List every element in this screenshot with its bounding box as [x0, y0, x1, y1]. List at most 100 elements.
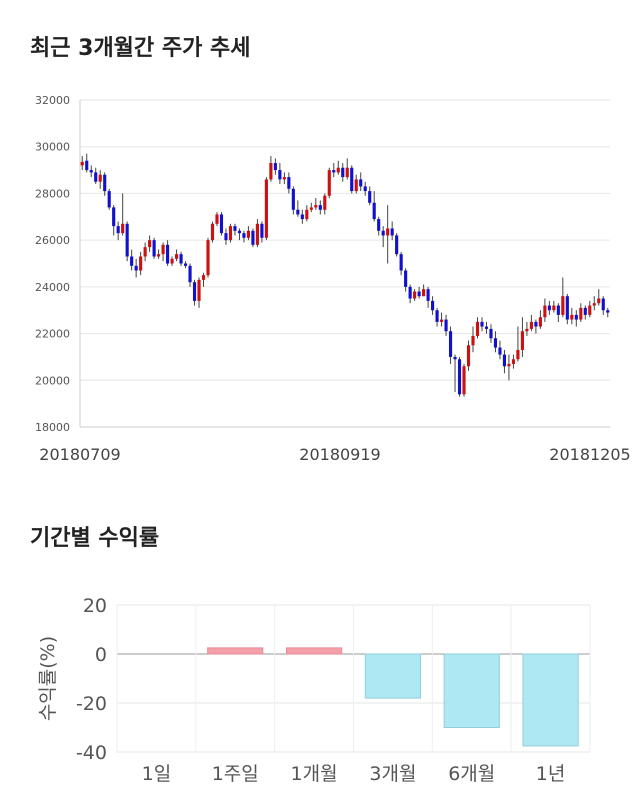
candle-body — [462, 366, 466, 395]
candle-body — [228, 226, 233, 241]
y-tick-label: 0 — [95, 644, 107, 666]
candle-body — [224, 233, 228, 241]
x-tick-label: 6개월 — [448, 763, 495, 785]
period-return-title: 기간별 수익률 — [30, 526, 160, 551]
candle-body — [314, 205, 318, 208]
candle-body — [215, 214, 219, 224]
x-tick-label: 3개월 — [369, 763, 416, 785]
y-tick-label: 30000 — [35, 141, 70, 154]
candle-body — [543, 305, 547, 318]
y-tick-label: 20 — [83, 595, 107, 617]
candle-body — [592, 303, 596, 306]
candle-body — [448, 331, 453, 357]
y-tick-label: 20000 — [35, 374, 70, 387]
candle-body — [287, 177, 291, 189]
candle-body — [183, 263, 188, 266]
candle-body — [404, 270, 408, 287]
candle-body — [291, 188, 295, 210]
candle-body — [273, 163, 277, 171]
candle-body — [103, 174, 107, 192]
candle-body — [197, 279, 201, 301]
candle-body — [157, 254, 161, 257]
y-tick-label: -20 — [76, 693, 107, 715]
candle-body — [372, 202, 376, 220]
candle-body — [341, 167, 345, 178]
candle-body — [318, 205, 322, 210]
candle-body — [597, 298, 601, 304]
candle-body — [305, 209, 309, 220]
candle-body — [363, 186, 367, 192]
candle-body — [601, 298, 605, 311]
candle-body — [475, 321, 480, 336]
candle-body — [309, 207, 313, 210]
candle-body — [166, 244, 170, 264]
candle-body — [507, 363, 511, 367]
candle-body — [161, 244, 165, 255]
candle-body — [219, 214, 224, 234]
candle-body — [525, 328, 529, 332]
candle-body — [192, 282, 197, 301]
y-tick-label: 32000 — [35, 94, 70, 107]
candle-body — [426, 289, 430, 301]
candle-body — [529, 321, 533, 329]
candle-body — [246, 230, 251, 238]
candle-body — [255, 223, 259, 245]
candle-body — [435, 310, 439, 322]
candle-body — [116, 226, 120, 234]
candle-body — [143, 247, 147, 257]
candle-body — [152, 240, 156, 257]
candle-body — [359, 179, 363, 187]
candle-body — [237, 230, 242, 234]
candle-body — [242, 233, 246, 238]
x-tick-label: 1년 — [536, 763, 566, 785]
candle-body — [269, 163, 273, 180]
candle-body — [121, 223, 125, 234]
x-tick-label: 1주일 — [212, 763, 259, 785]
candle-body — [264, 179, 268, 238]
candle-body — [282, 177, 286, 180]
candle-body — [552, 305, 556, 311]
candle-body — [606, 310, 610, 313]
candle-body — [170, 258, 174, 264]
y-tick-label: 28000 — [35, 187, 70, 200]
candle-body — [323, 195, 327, 210]
candle-body — [556, 305, 560, 315]
candle-body — [89, 170, 93, 173]
candle-body — [431, 300, 435, 311]
candle-body — [516, 349, 520, 360]
candle-body — [502, 354, 507, 367]
candle-body — [148, 240, 152, 248]
candle-body — [413, 291, 417, 299]
candle-body — [107, 191, 111, 208]
y-tick-label: 26000 — [35, 234, 70, 247]
candle-body — [188, 265, 192, 283]
candle-body — [534, 321, 538, 327]
candle-body — [390, 228, 394, 236]
candle-body — [125, 223, 129, 257]
candle-body — [98, 174, 102, 182]
return-bar — [522, 653, 579, 747]
candle-body — [444, 319, 448, 332]
candle-body — [511, 359, 516, 364]
candle-body — [368, 191, 372, 203]
candle-body — [201, 275, 206, 280]
candle-body — [332, 170, 336, 173]
candle-body — [350, 167, 354, 192]
candle-body — [300, 214, 304, 220]
candle-body — [561, 296, 565, 315]
candle-body — [327, 170, 331, 196]
y-tick-label: 24000 — [35, 281, 70, 294]
candle-body — [417, 291, 421, 297]
candle-body — [588, 305, 592, 315]
candle-body — [377, 219, 381, 231]
candle-body — [547, 305, 551, 311]
candle-body — [583, 307, 587, 315]
candle-body — [130, 256, 134, 266]
candle-body — [408, 286, 412, 299]
candle-body — [112, 207, 116, 227]
candle-body — [94, 172, 98, 182]
y-tick-label: 18000 — [35, 421, 70, 434]
candle-body — [579, 307, 583, 320]
candle-body — [80, 161, 84, 166]
candle-body — [493, 338, 498, 348]
